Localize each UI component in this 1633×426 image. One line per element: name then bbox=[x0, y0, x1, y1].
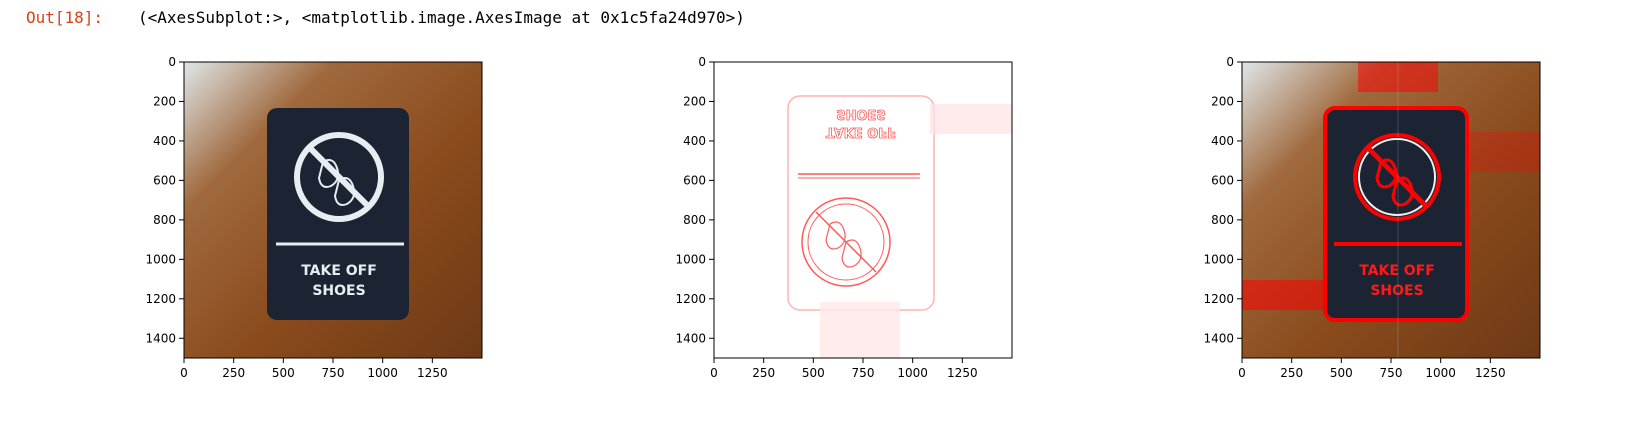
sign-text-line1: TAKE OFF bbox=[301, 263, 377, 279]
y-tick-label: 1200 bbox=[145, 292, 176, 306]
x-tick-label: 1000 bbox=[897, 366, 928, 380]
x-tick-label: 0 bbox=[710, 366, 718, 380]
y-tick-label: 0 bbox=[698, 55, 706, 69]
y-tick-label: 0 bbox=[168, 55, 176, 69]
y-tick-label: 200 bbox=[153, 94, 176, 108]
x-tick-label: 1000 bbox=[367, 366, 398, 380]
y-tick-label: 200 bbox=[1211, 94, 1234, 108]
x-tick-label: 0 bbox=[1238, 366, 1246, 380]
y-axis: 0 200 400 600 800 1000 1200 1400 bbox=[145, 55, 184, 345]
x-tick-label: 1000 bbox=[1425, 366, 1456, 380]
y-tick-label: 800 bbox=[1211, 213, 1234, 227]
mirrored-text-line1: TAKE OFF bbox=[826, 124, 896, 139]
image-area: TAKE OFF SHOES bbox=[1242, 62, 1540, 358]
y-tick-label: 1200 bbox=[675, 292, 706, 306]
x-tick-label: 1250 bbox=[1475, 366, 1506, 380]
y-tick-label: 1000 bbox=[1203, 252, 1234, 266]
y-tick-label: 400 bbox=[1211, 134, 1234, 148]
output-prompt: Out[18]: bbox=[26, 8, 104, 27]
y-axis: 0 200 400 600 800 1000 1200 1400 bbox=[675, 55, 714, 345]
image-area: TAKE OFF SHOES bbox=[184, 62, 482, 358]
y-tick-label: 1400 bbox=[145, 331, 176, 345]
y-tick-label: 800 bbox=[153, 213, 176, 227]
y-tick-label: 200 bbox=[683, 94, 706, 108]
sign-text-line2: SHOES bbox=[312, 283, 365, 299]
x-axis: 0 250 500 750 1000 1250 bbox=[1238, 358, 1506, 380]
y-tick-label: 600 bbox=[1211, 173, 1234, 187]
x-tick-label: 750 bbox=[322, 366, 345, 380]
x-tick-label: 500 bbox=[1330, 366, 1353, 380]
x-tick-label: 500 bbox=[802, 366, 825, 380]
y-tick-label: 800 bbox=[683, 213, 706, 227]
x-tick-label: 250 bbox=[1280, 366, 1303, 380]
subplot-overlay: TAKE OFF SHOES 0 200 400 600 800 1000 1200 1400… bbox=[1203, 55, 1541, 380]
overlay-text-line2: SHOES bbox=[1370, 283, 1423, 299]
output-repr: (<AxesSubplot:>, <matplotlib.image.AxesI… bbox=[138, 8, 745, 27]
y-tick-label: 600 bbox=[153, 173, 176, 187]
y-tick-label: 0 bbox=[1226, 55, 1234, 69]
y-tick-label: 1000 bbox=[145, 252, 176, 266]
x-axis: 0 250 500 750 1000 1250 bbox=[180, 358, 448, 380]
y-tick-label: 600 bbox=[683, 173, 706, 187]
y-tick-label: 400 bbox=[153, 134, 176, 148]
y-tick-label: 1400 bbox=[675, 331, 706, 345]
y-tick-label: 400 bbox=[683, 134, 706, 148]
x-tick-label: 500 bbox=[272, 366, 295, 380]
x-axis: 0 250 500 750 1000 1250 bbox=[710, 358, 978, 380]
x-tick-label: 1250 bbox=[417, 366, 448, 380]
y-tick-label: 1000 bbox=[675, 252, 706, 266]
overlay-text-line1: TAKE OFF bbox=[1359, 263, 1435, 279]
x-tick-label: 750 bbox=[852, 366, 875, 380]
y-tick-label: 1200 bbox=[1203, 292, 1234, 306]
x-tick-label: 0 bbox=[180, 366, 188, 380]
x-tick-label: 750 bbox=[1380, 366, 1403, 380]
x-tick-label: 250 bbox=[752, 366, 775, 380]
subplot-edge-mask: TAKE OFF SHOES 0 200 400 600 800 1000 1200 1400… bbox=[675, 55, 1013, 380]
mirrored-text-line2: SHOES bbox=[836, 106, 886, 121]
x-tick-label: 250 bbox=[222, 366, 245, 380]
y-tick-label: 1400 bbox=[1203, 331, 1234, 345]
subplot-original: TAKE OFF SHOES 0 200 400 600 800 1000 1200 1400… bbox=[145, 55, 483, 380]
image-area: TAKE OFF SHOES bbox=[714, 62, 1012, 358]
x-tick-label: 1250 bbox=[947, 366, 978, 380]
y-axis: 0 200 400 600 800 1000 1200 1400 bbox=[1203, 55, 1242, 345]
